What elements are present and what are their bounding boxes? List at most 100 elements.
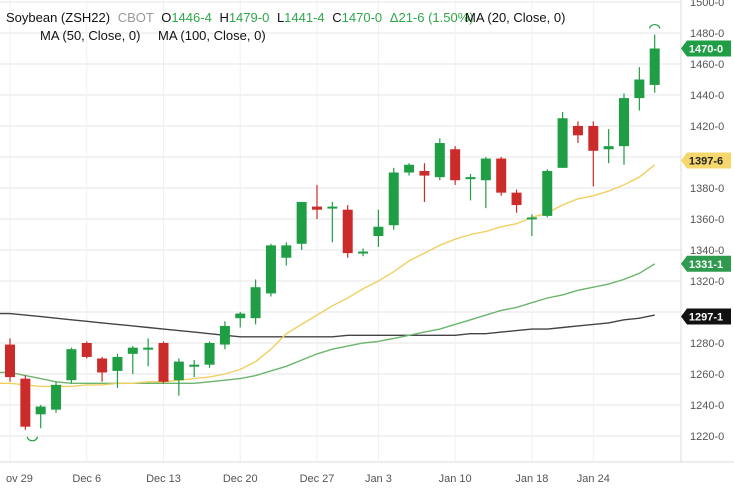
price-tag-label: 1397-6 xyxy=(689,155,723,167)
candle-up xyxy=(557,112,568,168)
y-tick-label: 1480-0 xyxy=(690,28,724,40)
candle-up xyxy=(327,201,338,243)
candle-body xyxy=(603,146,614,150)
candle-body xyxy=(572,126,583,136)
candle-body xyxy=(496,158,507,193)
high-marker xyxy=(649,24,661,29)
candle-up xyxy=(358,248,369,257)
x-tick-label: Jan 18 xyxy=(515,473,548,485)
candle-up xyxy=(373,209,384,247)
candle-up xyxy=(189,360,200,378)
candle-body xyxy=(112,356,123,371)
candle-down xyxy=(511,189,522,213)
candle-body xyxy=(526,217,537,220)
x-tick-label: Jan 3 xyxy=(365,473,392,485)
y-tick-label: 1240-0 xyxy=(690,400,724,412)
candle-body xyxy=(5,344,15,378)
y-tick-label: 1460-0 xyxy=(690,59,724,71)
low-value: 1441-4 xyxy=(284,10,324,25)
ma20-line xyxy=(9,164,656,388)
candle-down xyxy=(312,184,322,219)
price-tag-bg xyxy=(681,255,731,272)
candle-body xyxy=(51,384,62,410)
x-tick-label: Jan 24 xyxy=(577,473,610,485)
y-tick-label: 1360-0 xyxy=(690,214,724,226)
symbol-name: Soybean (ZSH22) xyxy=(6,10,110,25)
price-tag-bg xyxy=(681,40,731,57)
candle-body xyxy=(20,378,31,427)
candle-up xyxy=(619,93,629,165)
price-tag: 1470-0 xyxy=(681,40,731,57)
candle-up xyxy=(51,381,62,413)
candle-down xyxy=(20,375,31,430)
price-tag-bg xyxy=(681,152,731,169)
candle-up xyxy=(634,67,645,111)
candles xyxy=(5,24,661,442)
candle-body xyxy=(312,206,322,210)
change-value: Δ21-6 (1.50%) xyxy=(390,10,474,25)
candle-down xyxy=(496,157,507,196)
candle-up xyxy=(542,169,553,218)
candle-body xyxy=(327,206,338,209)
candle-up xyxy=(281,242,292,266)
y-tick-label: 1280-0 xyxy=(690,338,724,350)
candle-body xyxy=(173,361,184,381)
candle-body xyxy=(465,177,476,180)
candle-up xyxy=(112,353,123,388)
candle-body xyxy=(281,245,292,258)
candle-down xyxy=(158,341,169,384)
candle-body xyxy=(81,343,92,357)
candle-body xyxy=(219,325,230,345)
candle-up xyxy=(66,347,77,384)
ma50-legend[interactable]: MA (50, Close, 0) xyxy=(40,28,140,43)
candle-body xyxy=(434,143,445,178)
candle-up xyxy=(404,163,415,176)
candle-body xyxy=(127,347,138,354)
x-tick-label: Jan 10 xyxy=(439,473,472,485)
high-prefix: H xyxy=(219,10,228,25)
candle-body xyxy=(511,192,522,206)
x-tick-label: Dec 6 xyxy=(72,473,101,485)
x-tick-label: Dec 27 xyxy=(300,473,335,485)
candle-body xyxy=(143,347,154,350)
candle-body xyxy=(189,364,200,367)
low-marker xyxy=(26,436,38,442)
candle-body xyxy=(66,349,77,381)
candle-body xyxy=(97,358,108,373)
candle-up xyxy=(143,338,154,367)
moving-averages xyxy=(0,164,656,388)
candle-body xyxy=(588,126,599,151)
price-tag-label: 1331-1 xyxy=(689,259,723,271)
candle-down xyxy=(419,163,430,202)
ma100-legend[interactable]: MA (100, Close, 0) xyxy=(158,28,266,43)
candle-body xyxy=(35,406,46,415)
low-prefix: L xyxy=(277,10,284,25)
candle-body xyxy=(480,158,491,181)
candle-up xyxy=(603,129,614,164)
y-tick-label: 1320-0 xyxy=(690,276,724,288)
candle-up xyxy=(434,138,445,181)
ma20-legend[interactable]: MA (20, Close, 0) xyxy=(465,10,565,25)
candle-up xyxy=(480,157,491,209)
candle-body xyxy=(373,226,384,237)
exchange-label: CBOT xyxy=(118,10,154,25)
high-value: 1479-0 xyxy=(229,10,269,25)
candle-body xyxy=(557,118,568,168)
candle-up xyxy=(173,358,184,396)
price-tag-label: 1297-1 xyxy=(689,311,723,323)
candle-body xyxy=(619,98,629,147)
price-tags: 1470-0 1397-6 1331-1 1297-1 xyxy=(681,40,731,325)
candle-up xyxy=(204,341,215,368)
candle-body xyxy=(296,201,307,244)
candle-up xyxy=(250,279,261,325)
candle-body xyxy=(542,170,553,216)
candle-up xyxy=(526,214,537,237)
y-tick-label: 1420-0 xyxy=(690,121,724,133)
candle-body xyxy=(158,343,169,382)
candle-body xyxy=(388,172,399,226)
header-line-1: Soybean (ZSH22) CBOT O1446-4 H1479-0 L14… xyxy=(6,10,474,25)
close-value: 1470-0 xyxy=(342,10,382,25)
x-axis: ov 29 Dec 6 Dec 13 Dec 20 Dec 27 Jan 3 Jan 10 J… xyxy=(6,473,610,485)
candle-down xyxy=(588,121,599,187)
